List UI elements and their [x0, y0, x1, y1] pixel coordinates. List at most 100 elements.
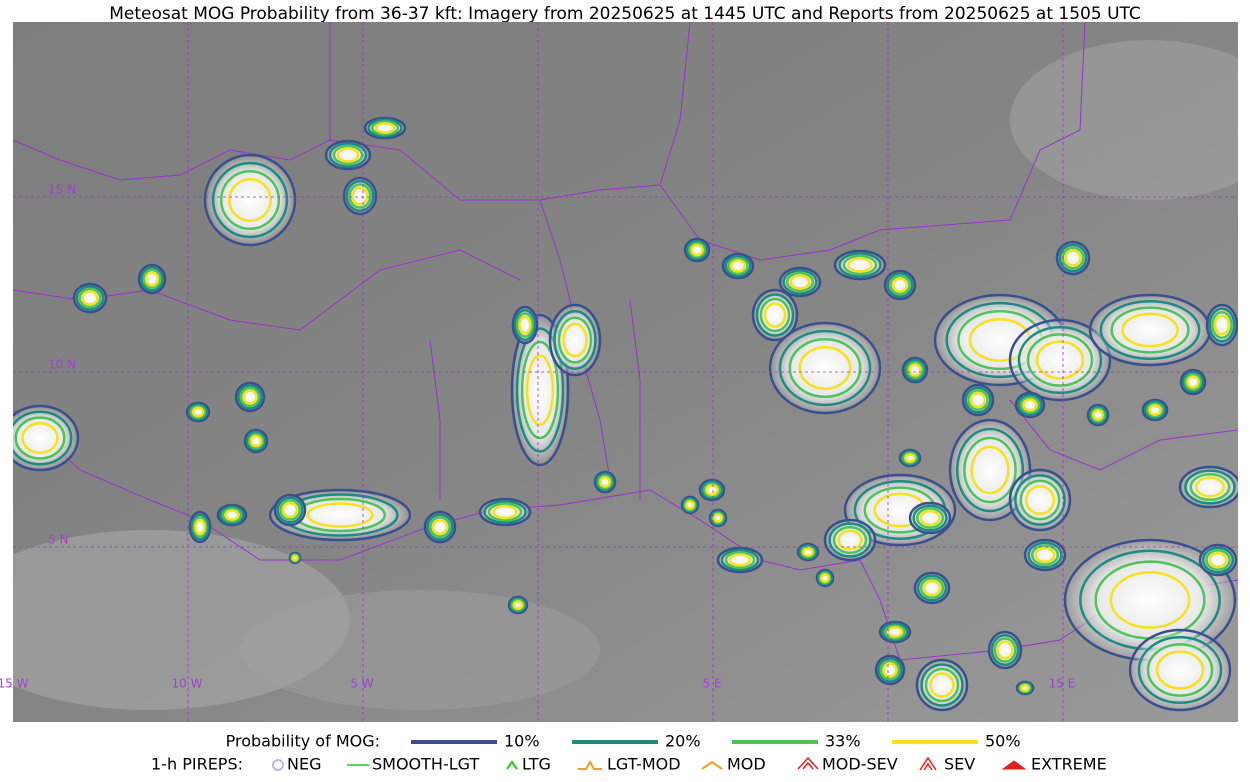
- contour: [882, 662, 898, 678]
- cloud: [13, 404, 80, 472]
- contour: [711, 511, 725, 525]
- contour: [1205, 303, 1238, 347]
- contour: [900, 450, 920, 466]
- contour: [1205, 549, 1231, 571]
- contour: [1022, 398, 1038, 412]
- contour: [144, 271, 160, 287]
- contour: [1189, 472, 1231, 502]
- cloud: [1007, 318, 1113, 402]
- cloud: [779, 267, 821, 297]
- contour: [487, 502, 523, 522]
- contour: [1128, 628, 1232, 712]
- contour: [599, 476, 611, 488]
- contour: [516, 312, 534, 338]
- contour: [710, 510, 726, 526]
- contour: [996, 640, 1014, 660]
- contour: [788, 337, 862, 399]
- contour: [1020, 683, 1030, 693]
- contour: [187, 403, 209, 421]
- contour: [1146, 402, 1164, 418]
- contour: [348, 183, 372, 209]
- contour: [908, 363, 922, 377]
- contour: [685, 500, 695, 510]
- contour: [1088, 405, 1108, 425]
- contour: [1017, 325, 1103, 395]
- contour: [1008, 318, 1112, 402]
- contour: [680, 495, 700, 515]
- contour: [203, 153, 297, 247]
- lon-label: 15 W: [0, 677, 29, 691]
- haze: [240, 590, 600, 710]
- contour: [426, 513, 454, 541]
- contour: [912, 504, 948, 532]
- contour: [1008, 468, 1072, 532]
- contour: [961, 383, 995, 417]
- contour: [789, 274, 811, 290]
- contour: [595, 472, 615, 492]
- contour: [967, 389, 989, 411]
- contour: [883, 269, 917, 301]
- contour: [1155, 650, 1205, 690]
- cloud: [1206, 304, 1238, 346]
- contour: [724, 551, 756, 569]
- contour: [1017, 393, 1043, 417]
- contour: [906, 361, 924, 379]
- contour: [1184, 469, 1236, 505]
- contour: [234, 381, 266, 413]
- contour: [291, 554, 299, 562]
- contour: [1137, 635, 1223, 705]
- contour: [483, 500, 527, 524]
- contour: [593, 470, 617, 494]
- contour: [245, 430, 267, 452]
- contour: [708, 508, 728, 528]
- contour: [1055, 240, 1091, 276]
- contour: [1213, 314, 1231, 336]
- lon-label: 15 E: [1049, 677, 1076, 691]
- contour: [721, 252, 755, 280]
- contour: [690, 243, 704, 257]
- contour: [1110, 306, 1190, 354]
- contour: [1109, 571, 1191, 629]
- contour: [351, 186, 369, 206]
- contour: [367, 118, 403, 138]
- contour: [72, 282, 108, 314]
- contour: [228, 178, 272, 222]
- contour: [510, 313, 570, 467]
- contour: [1179, 368, 1207, 396]
- contour: [915, 658, 969, 712]
- contour: [507, 595, 529, 615]
- cloud: [909, 502, 951, 534]
- haze: [1010, 40, 1238, 200]
- contour: [778, 266, 822, 298]
- contour: [249, 434, 263, 448]
- contour: [838, 252, 882, 278]
- contour: [929, 672, 955, 698]
- contour: [987, 630, 1023, 670]
- contour: [820, 573, 830, 583]
- contour: [948, 418, 1032, 522]
- contour: [920, 663, 964, 707]
- contour: [1186, 375, 1200, 389]
- contour: [191, 406, 205, 418]
- contour: [525, 354, 555, 426]
- contour: [889, 274, 911, 296]
- contour: [276, 496, 304, 524]
- contour: [188, 510, 212, 544]
- contour: [904, 453, 916, 463]
- cloud: [202, 152, 298, 248]
- contour: [688, 241, 706, 259]
- cloud: [548, 303, 602, 377]
- title: Meteosat MOG Probability from 36-37 kft:…: [109, 4, 1141, 24]
- contour: [990, 633, 1020, 667]
- contour: [908, 501, 952, 535]
- contour: [898, 448, 922, 468]
- contour: [969, 391, 987, 409]
- contour: [963, 436, 1017, 504]
- lat-label: 5 N: [48, 533, 68, 547]
- contour: [903, 358, 927, 382]
- contour: [332, 144, 364, 166]
- contour: [21, 422, 59, 454]
- lat-label: 15 N: [48, 183, 76, 197]
- legend-title: 1-h PIREPS:: [151, 755, 243, 774]
